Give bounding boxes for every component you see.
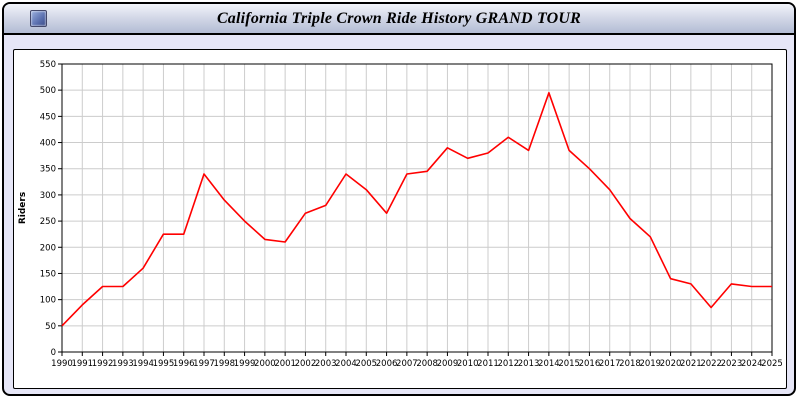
x-tick-label: 2020 bbox=[660, 359, 682, 369]
y-tick-label: 400 bbox=[40, 139, 56, 149]
x-tick-label: 2007 bbox=[396, 359, 418, 369]
x-tick-label: 2025 bbox=[761, 359, 783, 369]
x-tick-label: 2018 bbox=[619, 359, 641, 369]
title-bar: California Triple Crown Ride History GRA… bbox=[4, 4, 794, 35]
x-tick-label: 2021 bbox=[680, 359, 702, 369]
x-tick-label: 2005 bbox=[355, 359, 377, 369]
x-tick-label: 2014 bbox=[538, 359, 560, 369]
x-tick-label: 1995 bbox=[153, 359, 175, 369]
y-tick-label: 450 bbox=[40, 112, 56, 122]
x-tick-label: 1992 bbox=[92, 359, 114, 369]
app-window: California Triple Crown Ride History GRA… bbox=[2, 2, 796, 396]
x-tick-label: 2009 bbox=[437, 359, 459, 369]
x-tick-label: 2024 bbox=[741, 359, 763, 369]
x-tick-label: 2002 bbox=[295, 359, 317, 369]
x-tick-label: 2010 bbox=[457, 359, 479, 369]
y-tick-label: 150 bbox=[40, 269, 56, 279]
y-tick-label: 500 bbox=[40, 86, 56, 96]
x-tick-label: 2003 bbox=[315, 359, 337, 369]
x-tick-label: 2004 bbox=[335, 359, 357, 369]
x-tick-label: 2012 bbox=[497, 359, 519, 369]
x-tick-label: 2019 bbox=[639, 359, 661, 369]
x-tick-label: 2016 bbox=[579, 359, 601, 369]
riders-series-line bbox=[61, 91, 772, 327]
x-tick-label: 2001 bbox=[274, 359, 296, 369]
x-tick-label: 2017 bbox=[599, 359, 621, 369]
y-tick-label: 300 bbox=[40, 191, 56, 201]
x-tick-label: 2011 bbox=[477, 359, 499, 369]
window-icon bbox=[30, 10, 47, 27]
x-tick-label: 1996 bbox=[173, 359, 195, 369]
x-tick-label: 2006 bbox=[376, 359, 398, 369]
x-tick-label: 1990 bbox=[51, 359, 73, 369]
x-tick-label: 2023 bbox=[721, 359, 743, 369]
y-tick-label: 50 bbox=[45, 322, 56, 332]
y-tick-label: 350 bbox=[40, 165, 56, 175]
x-tick-label: 1991 bbox=[71, 359, 93, 369]
y-tick-label: 0 bbox=[51, 348, 56, 358]
x-tick-label: 1998 bbox=[213, 359, 235, 369]
x-tick-label: 2000 bbox=[254, 359, 276, 369]
x-tick-label: 1993 bbox=[112, 359, 134, 369]
y-tick-label: 100 bbox=[40, 296, 56, 306]
page-title: California Triple Crown Ride History GRA… bbox=[216, 9, 582, 27]
ride-history-chart: 0501001502002503003504004505005501990199… bbox=[18, 60, 783, 369]
x-tick-label: 1994 bbox=[132, 359, 154, 369]
x-tick-label: 1997 bbox=[193, 359, 215, 369]
x-tick-label: 2022 bbox=[700, 359, 722, 369]
plot-border bbox=[61, 63, 773, 353]
x-tick-label: 2013 bbox=[518, 359, 540, 369]
y-tick-label: 200 bbox=[40, 243, 56, 253]
y-tick-label: 550 bbox=[40, 60, 56, 70]
x-tick-label: 2015 bbox=[558, 359, 580, 369]
y-axis-label: Riders bbox=[18, 192, 28, 224]
x-tick-label: 2008 bbox=[416, 359, 438, 369]
x-tick-label: 1999 bbox=[234, 359, 256, 369]
chart-panel: 0 50 100 150 200 250 300 350 400 450 500 550 1990 199… bbox=[13, 49, 787, 389]
y-tick-label: 250 bbox=[40, 217, 56, 227]
